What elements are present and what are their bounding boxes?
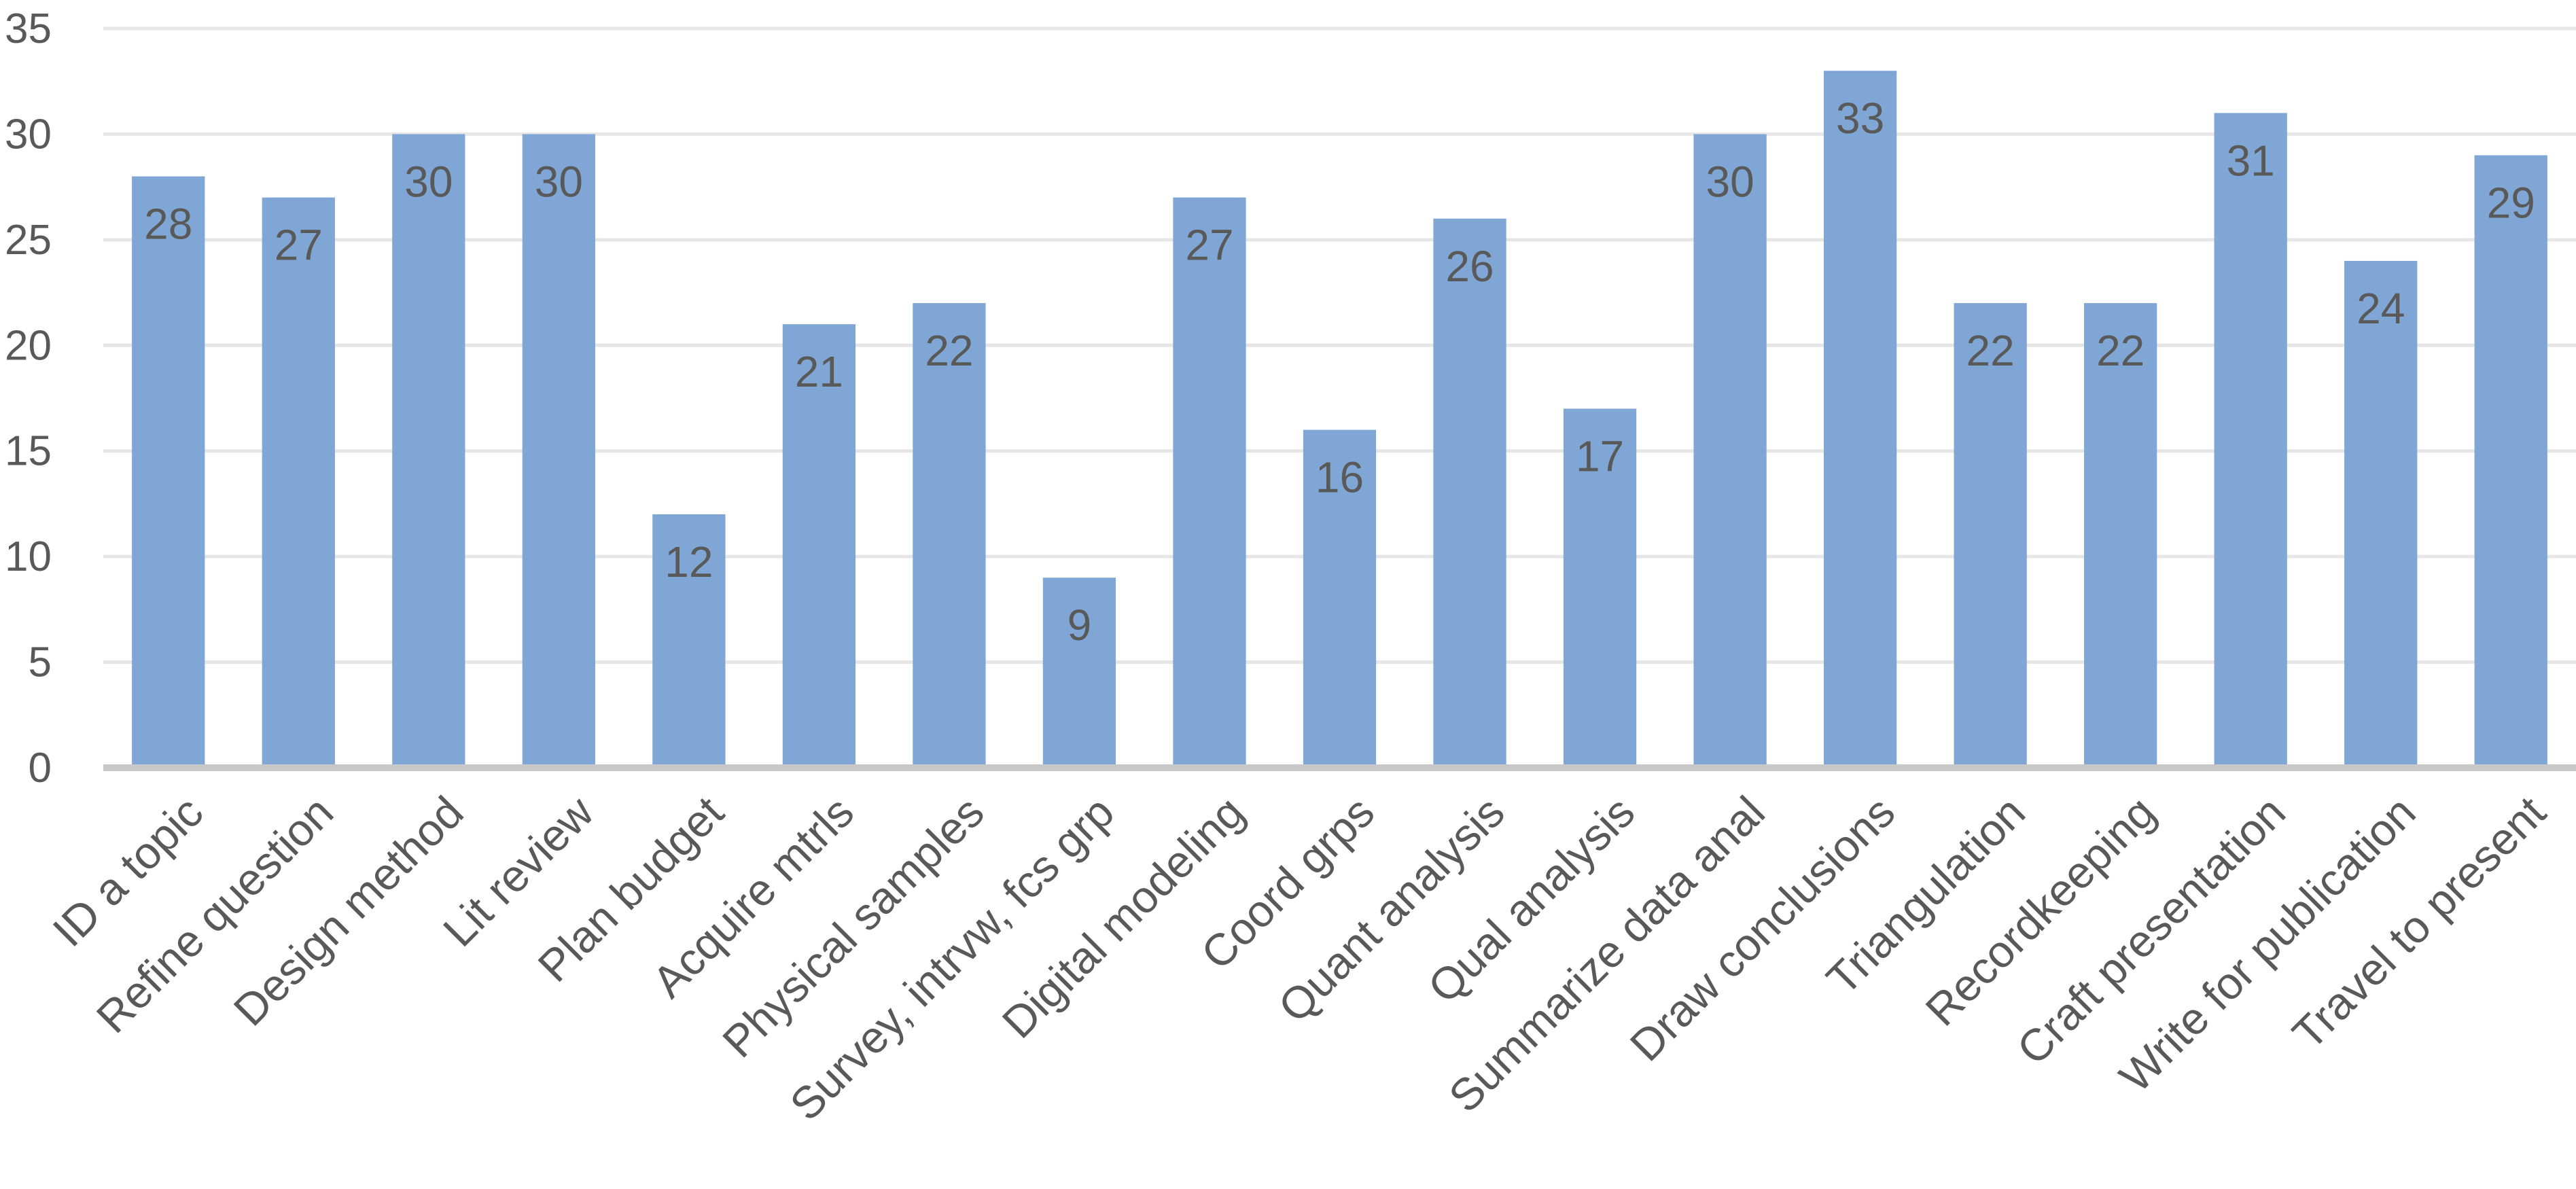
bar bbox=[2084, 303, 2157, 768]
data-label: 27 bbox=[275, 221, 323, 270]
data-label: 24 bbox=[2357, 284, 2405, 333]
bar bbox=[1563, 408, 1637, 768]
bar bbox=[2344, 260, 2418, 768]
x-category-label: Design method bbox=[224, 787, 472, 1035]
data-label: 26 bbox=[1445, 242, 1494, 291]
bar bbox=[913, 303, 986, 768]
bar bbox=[1693, 134, 1767, 768]
bar bbox=[2214, 113, 2287, 768]
bar bbox=[1823, 71, 1897, 768]
data-label: 22 bbox=[925, 326, 973, 375]
bar bbox=[262, 197, 335, 768]
y-tick-label: 15 bbox=[5, 428, 52, 475]
y-tick-label: 0 bbox=[29, 745, 52, 792]
bar bbox=[1042, 578, 1116, 768]
data-label: 27 bbox=[1185, 221, 1233, 270]
y-tick-label: 25 bbox=[5, 217, 52, 264]
data-label: 21 bbox=[795, 347, 843, 396]
bar bbox=[132, 176, 205, 768]
data-label: 30 bbox=[1706, 157, 1754, 206]
bar bbox=[1303, 429, 1377, 768]
data-label: 29 bbox=[2487, 179, 2535, 228]
data-label: 31 bbox=[2227, 136, 2275, 185]
bars bbox=[132, 71, 2547, 768]
bar bbox=[1173, 197, 1246, 768]
x-category-label: Recordkeeping bbox=[1916, 787, 2164, 1035]
y-tick-label: 5 bbox=[29, 639, 52, 686]
data-label: 28 bbox=[144, 200, 192, 249]
data-label: 22 bbox=[2096, 326, 2145, 375]
data-label: 17 bbox=[1576, 432, 1624, 481]
y-tick-label: 35 bbox=[5, 5, 52, 52]
bar bbox=[2474, 155, 2547, 768]
data-label: 12 bbox=[665, 537, 713, 586]
bar bbox=[652, 514, 726, 768]
data-label: 9 bbox=[1068, 601, 1092, 650]
y-tick-label: 20 bbox=[5, 322, 52, 369]
bar bbox=[1954, 303, 2027, 768]
bar bbox=[522, 134, 595, 768]
bar bbox=[1433, 218, 1506, 768]
data-label: 30 bbox=[404, 157, 453, 206]
data-label: 16 bbox=[1316, 453, 1364, 502]
y-tick-label: 30 bbox=[5, 111, 52, 158]
x-category-label: Refine question bbox=[87, 787, 343, 1043]
data-label: 30 bbox=[535, 157, 583, 206]
y-axis-ticks: 0 5 10 15 20 25 30 35 bbox=[5, 5, 52, 792]
x-category-label: Digital modeling bbox=[993, 787, 1254, 1048]
y-tick-label: 10 bbox=[5, 533, 52, 580]
bar bbox=[392, 134, 465, 768]
data-label: 33 bbox=[1836, 94, 1884, 143]
data-label: 22 bbox=[1966, 326, 2015, 375]
bar bbox=[782, 324, 856, 768]
x-category-label: Quant analysis bbox=[1269, 787, 1514, 1032]
data-labels: 28 27 30 30 12 21 22 9 27 16 26 17 30 33 22 22 31 24 29 bbox=[144, 94, 2535, 650]
